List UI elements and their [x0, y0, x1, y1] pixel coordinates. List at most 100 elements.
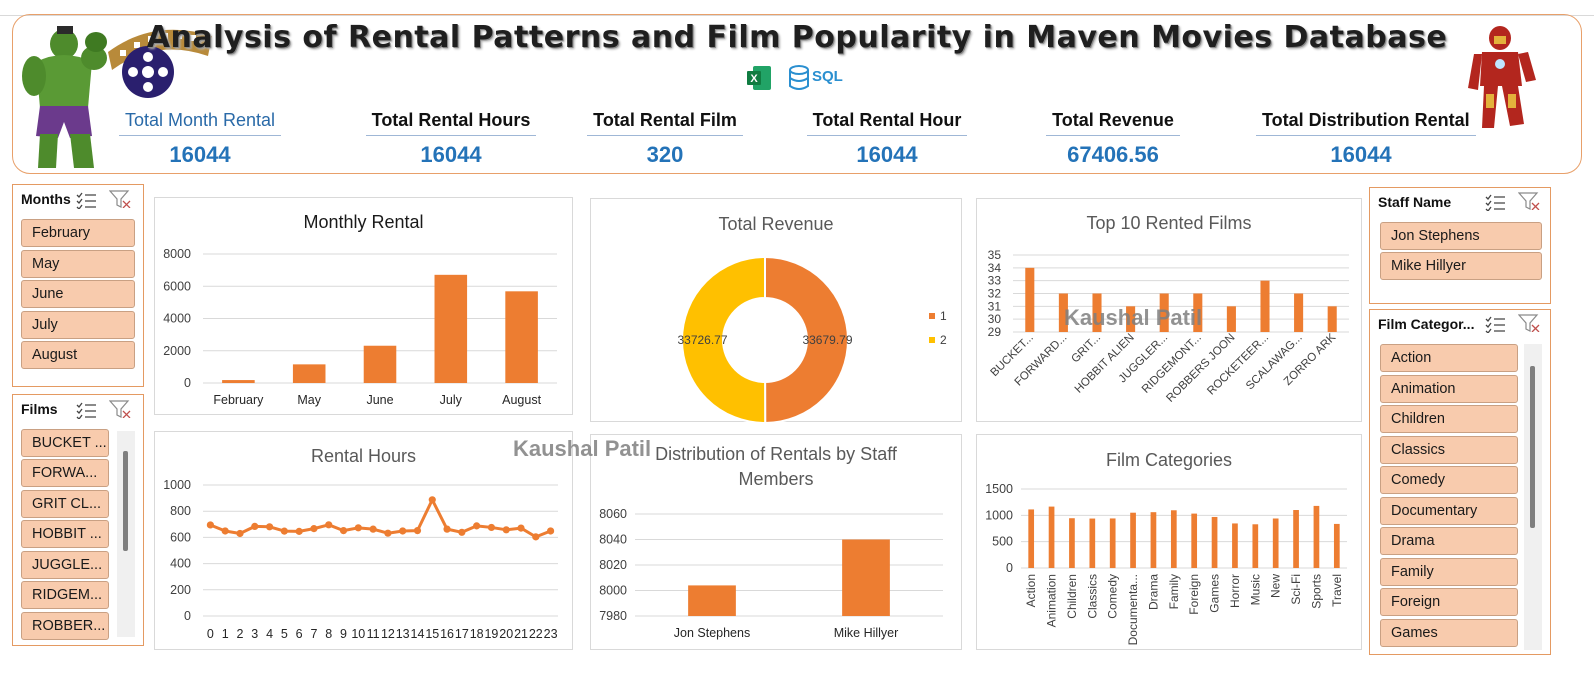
x-tick-label: February	[213, 393, 264, 407]
staff-distribution-plot: 7980 8000 8020 8040 8060 Jon Stephens Mike Hil…	[599, 507, 943, 640]
slicer-item[interactable]: Games	[1380, 619, 1518, 647]
data-point	[502, 526, 510, 534]
slicer-item[interactable]: Action	[1380, 344, 1518, 372]
bar	[292, 364, 326, 383]
kpi-value: 16044	[1330, 142, 1392, 167]
slicer-item[interactable]: BUCKET ...	[21, 429, 109, 457]
x-tick-label: Sports	[1309, 574, 1323, 609]
scrollbar-thumb[interactable]	[1530, 366, 1535, 528]
slicer-item[interactable]: Jon Stephens	[1380, 222, 1542, 250]
data-point	[428, 496, 436, 504]
x-tick-label: 21	[514, 627, 528, 641]
y-tick-label: 7980	[599, 609, 627, 623]
clear-filter-icon[interactable]	[109, 190, 131, 208]
chart-title: Rental Hours	[310, 446, 417, 466]
slicer-item[interactable]: Foreign	[1380, 588, 1518, 616]
slicer-item[interactable]: FORWA...	[21, 459, 109, 487]
x-tick-label: 1	[222, 627, 229, 641]
multi-select-icon[interactable]	[75, 401, 97, 419]
data-point	[310, 525, 318, 533]
x-tick-label: 9	[340, 627, 347, 641]
slicer-item[interactable]: RIDGEM...	[21, 581, 109, 609]
slicer-item[interactable]: June	[21, 280, 135, 308]
bar	[1294, 293, 1304, 332]
bar	[1109, 518, 1116, 568]
slicer-item[interactable]: February	[21, 219, 135, 247]
x-tick-label: 2	[237, 627, 244, 641]
clear-filter-icon[interactable]	[1518, 192, 1540, 210]
data-point	[413, 526, 422, 535]
slicer-item[interactable]: GRIT CL...	[21, 490, 109, 518]
kpi-label: Total Revenue	[1046, 110, 1180, 136]
bar	[1130, 512, 1136, 568]
chart-title-line: Distribution of Rentals by Staff	[655, 444, 897, 464]
x-tick-label: 3	[251, 627, 258, 641]
clear-filter-icon[interactable]	[109, 400, 131, 418]
slicer-item[interactable]: May	[21, 250, 135, 278]
x-tick-label: 22	[529, 627, 543, 641]
slicer-item[interactable]: ROBBER...	[21, 612, 109, 640]
data-point	[384, 529, 392, 537]
y-tick-label: 1500	[985, 482, 1013, 496]
y-tick-label: 400	[170, 557, 191, 571]
bar	[1048, 506, 1055, 568]
slicer-item[interactable]: Documentary	[1380, 497, 1518, 525]
clear-filter-icon[interactable]	[1518, 314, 1540, 332]
bar	[1191, 513, 1198, 568]
slicer-item[interactable]: Drama	[1380, 527, 1518, 555]
slicer-item[interactable]: Animation	[1380, 375, 1518, 403]
x-tick-label: 6	[296, 627, 303, 641]
slicer-item[interactable]: Children	[1380, 405, 1518, 433]
kpi-value: 16044	[420, 142, 482, 167]
x-tick-label: 17	[455, 627, 469, 641]
slicer-item[interactable]: Mike Hillyer	[1380, 252, 1542, 280]
staff-distribution-chart: Distribution of Rentals by Staff Members…	[590, 434, 962, 650]
x-tick-label: 16	[440, 627, 454, 641]
slicer-item[interactable]: Classics	[1380, 436, 1518, 464]
x-tick-label: New	[1269, 574, 1283, 598]
sql-label: SQL	[812, 68, 843, 85]
slicer-title: Months	[21, 191, 71, 207]
x-tick-label: GRIT...	[1069, 332, 1103, 366]
x-tick-label: Horror	[1228, 574, 1242, 608]
watermark-text: Kaushal Patil	[1064, 305, 1203, 330]
x-tick-label: 7	[310, 627, 317, 641]
multi-select-icon[interactable]	[1484, 315, 1506, 333]
x-tick-label: Family	[1167, 574, 1181, 609]
staff-slicer: Staff Name Jon Stephens Mike Hillyer	[1369, 187, 1551, 304]
legend-swatch	[929, 313, 935, 319]
chart-title: Total Revenue	[718, 214, 834, 234]
y-tick-label: 29	[988, 325, 1002, 339]
x-tick-label: Drama	[1146, 574, 1160, 610]
slicer-item[interactable]: JUGGLE...	[21, 551, 109, 579]
slicer-item[interactable]: July	[21, 311, 135, 339]
y-tick-label: 32	[988, 287, 1002, 301]
slicer-item[interactable]: August	[21, 341, 135, 369]
bar	[1260, 280, 1270, 332]
bar	[688, 585, 736, 616]
data-label: 33679.79	[802, 333, 852, 347]
x-tick-label: 4	[266, 627, 273, 641]
kpi-value: 67406.56	[1067, 142, 1159, 167]
scrollbar-thumb[interactable]	[123, 451, 128, 551]
slicer-item[interactable]: HOBBIT ...	[21, 520, 109, 548]
data-point	[236, 529, 244, 538]
bar	[1058, 293, 1068, 332]
chart-title-line: Members	[738, 469, 814, 489]
multi-select-icon[interactable]	[1484, 193, 1506, 211]
data-point	[295, 527, 303, 535]
kpi-label: Total Rental Hour	[806, 110, 968, 136]
multi-select-icon[interactable]	[75, 191, 97, 209]
x-tick-label: Travel	[1330, 574, 1344, 607]
x-tick-label: 12	[381, 627, 395, 641]
slicer-item[interactable]: Comedy	[1380, 466, 1518, 494]
slicer-item[interactable]: Family	[1380, 558, 1518, 586]
top-rented-films-chart: Top 10 Rented Films 29 30 31 32 33 34 35 BUCKET…	[976, 198, 1362, 422]
data-point	[325, 521, 333, 529]
data-point	[443, 525, 451, 533]
header-frame	[12, 14, 1582, 174]
chart-title: Top 10 Rented Films	[1086, 213, 1252, 233]
x-tick-label: 15	[425, 627, 439, 641]
